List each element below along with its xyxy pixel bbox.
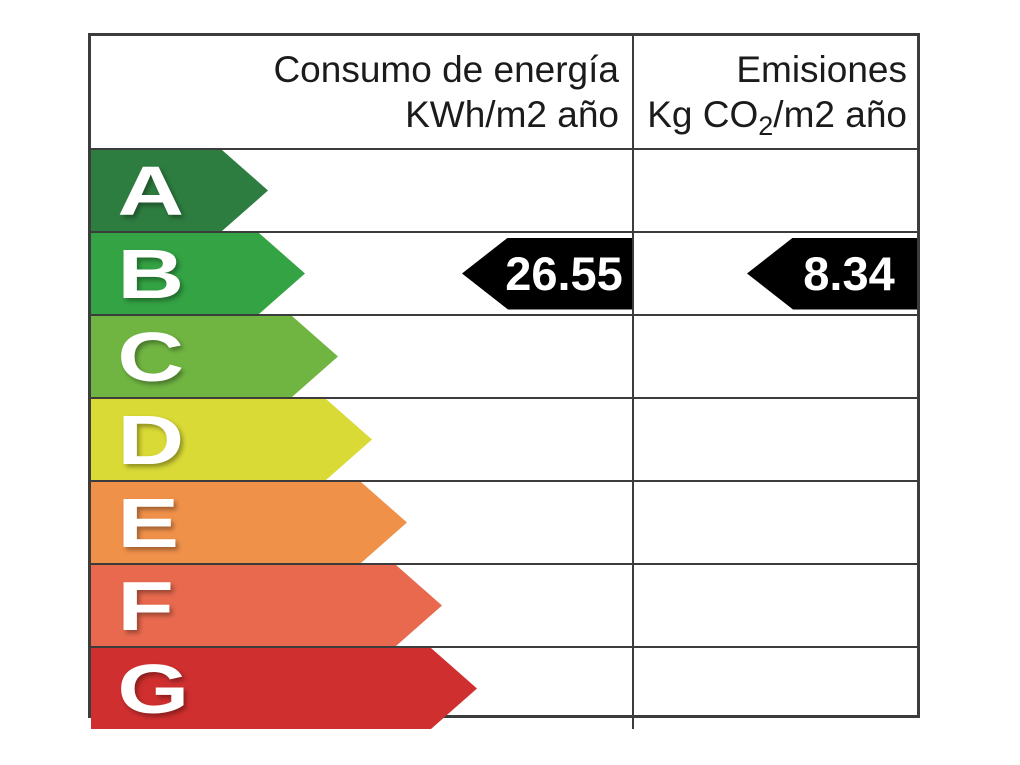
consumption-header: Consumo de energía KWh/m2 año	[91, 36, 634, 148]
consumption-value: 26.55	[505, 247, 623, 300]
rating-letter-d: D	[117, 400, 185, 479]
emissions-header-line1: Emisiones	[736, 49, 907, 90]
rating-arrow-b: B	[91, 233, 305, 314]
consumption-value-arrow: 26.55	[462, 237, 632, 310]
emissions-header: Emisiones Kg CO2/m2 año	[634, 36, 917, 148]
consumption-header-line1: Consumo de energía	[273, 49, 619, 90]
rating-row-f-consumption-cell: F	[91, 565, 634, 646]
rating-table: Consumo de energía KWh/m2 año Emisiones …	[88, 33, 920, 729]
rating-row-g-emissions-cell	[634, 648, 917, 729]
rating-letter-a: A	[117, 151, 185, 230]
consumption-header-line2: KWh/m2 año	[405, 94, 619, 135]
rating-row-f: F	[91, 563, 917, 646]
rating-arrow-a: A	[91, 150, 268, 231]
emissions-value: 8.34	[803, 247, 895, 300]
rating-arrow-e: E	[91, 482, 407, 563]
rating-letter-c: C	[117, 317, 185, 396]
rating-row-d-emissions-cell	[634, 399, 917, 480]
rating-row-f-emissions-cell	[634, 565, 917, 646]
rating-row-a: A	[91, 148, 917, 231]
rating-row-a-emissions-cell	[634, 150, 917, 231]
co2-subscript: 2	[758, 111, 774, 141]
rating-row-g: G	[91, 646, 917, 729]
rating-letter-b: B	[117, 234, 185, 313]
emissions-header-line2: Kg CO2/m2 año	[647, 94, 907, 141]
rating-row-c: C	[91, 314, 917, 397]
rating-row-c-consumption-cell: C	[91, 316, 634, 397]
rating-arrow-c: C	[91, 316, 338, 397]
rating-row-d-consumption-cell: D	[91, 399, 634, 480]
rating-arrow-d: D	[91, 399, 372, 480]
rating-row-e-consumption-cell: E	[91, 482, 634, 563]
table-header: Consumo de energía KWh/m2 año Emisiones …	[91, 36, 917, 148]
rating-row-g-consumption-cell: G	[91, 648, 634, 729]
emissions-value-arrow: 8.34	[747, 237, 917, 310]
rating-arrow-g: G	[91, 648, 477, 729]
rating-row-c-emissions-cell	[634, 316, 917, 397]
rating-row-e-emissions-cell	[634, 482, 917, 563]
rating-row-b: B 26.55 8.34	[91, 231, 917, 314]
rating-row-b-emissions-cell: 8.34	[634, 233, 917, 314]
rating-letter-g: G	[117, 649, 190, 728]
rating-row-d: D	[91, 397, 917, 480]
rating-letter-e: E	[117, 483, 180, 562]
rating-row-e: E	[91, 480, 917, 563]
rating-letter-f: F	[117, 566, 174, 645]
rating-row-b-consumption-cell: B 26.55	[91, 233, 634, 314]
rating-row-a-consumption-cell: A	[91, 150, 634, 231]
rating-arrow-f: F	[91, 565, 442, 646]
